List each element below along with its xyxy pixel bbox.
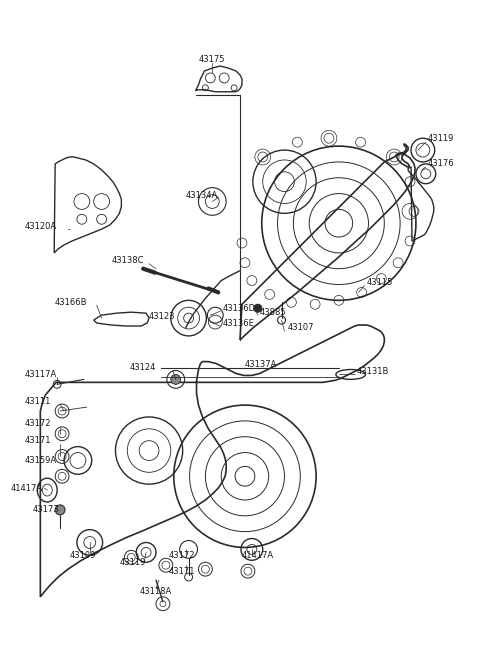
Text: 43136E: 43136E: [222, 318, 254, 328]
Text: 43111: 43111: [24, 397, 51, 405]
Text: 43136D: 43136D: [222, 304, 255, 312]
Text: 43119: 43119: [120, 558, 146, 567]
Text: 43123: 43123: [149, 312, 176, 321]
Text: 43137A: 43137A: [245, 360, 277, 369]
Circle shape: [254, 305, 262, 312]
Text: 43885: 43885: [260, 308, 287, 316]
Text: 43117A: 43117A: [24, 370, 57, 379]
Text: 43171: 43171: [24, 436, 51, 445]
Text: 43134A: 43134A: [186, 191, 218, 200]
Text: 43124: 43124: [129, 363, 156, 372]
Text: 43131B: 43131B: [357, 367, 389, 376]
Text: 43119: 43119: [428, 134, 454, 143]
Circle shape: [55, 505, 65, 515]
Text: 43138C: 43138C: [111, 256, 144, 265]
Text: 43107: 43107: [288, 324, 314, 333]
Circle shape: [171, 375, 180, 384]
Text: 41417A: 41417A: [242, 551, 274, 560]
Text: 43175: 43175: [199, 54, 226, 64]
Text: 43171: 43171: [169, 567, 195, 576]
Text: 43176: 43176: [428, 159, 455, 168]
Text: 43109: 43109: [70, 551, 96, 560]
Text: 43166B: 43166B: [54, 298, 87, 307]
Text: 43120A: 43120A: [24, 221, 57, 231]
Text: 43172: 43172: [24, 419, 51, 428]
Text: 43118A: 43118A: [139, 588, 171, 597]
Text: 41417A: 41417A: [11, 483, 43, 493]
Text: 43173: 43173: [33, 506, 59, 514]
Text: 43115: 43115: [367, 278, 393, 287]
Text: 43159A: 43159A: [24, 456, 57, 465]
Text: 43172: 43172: [169, 551, 195, 560]
